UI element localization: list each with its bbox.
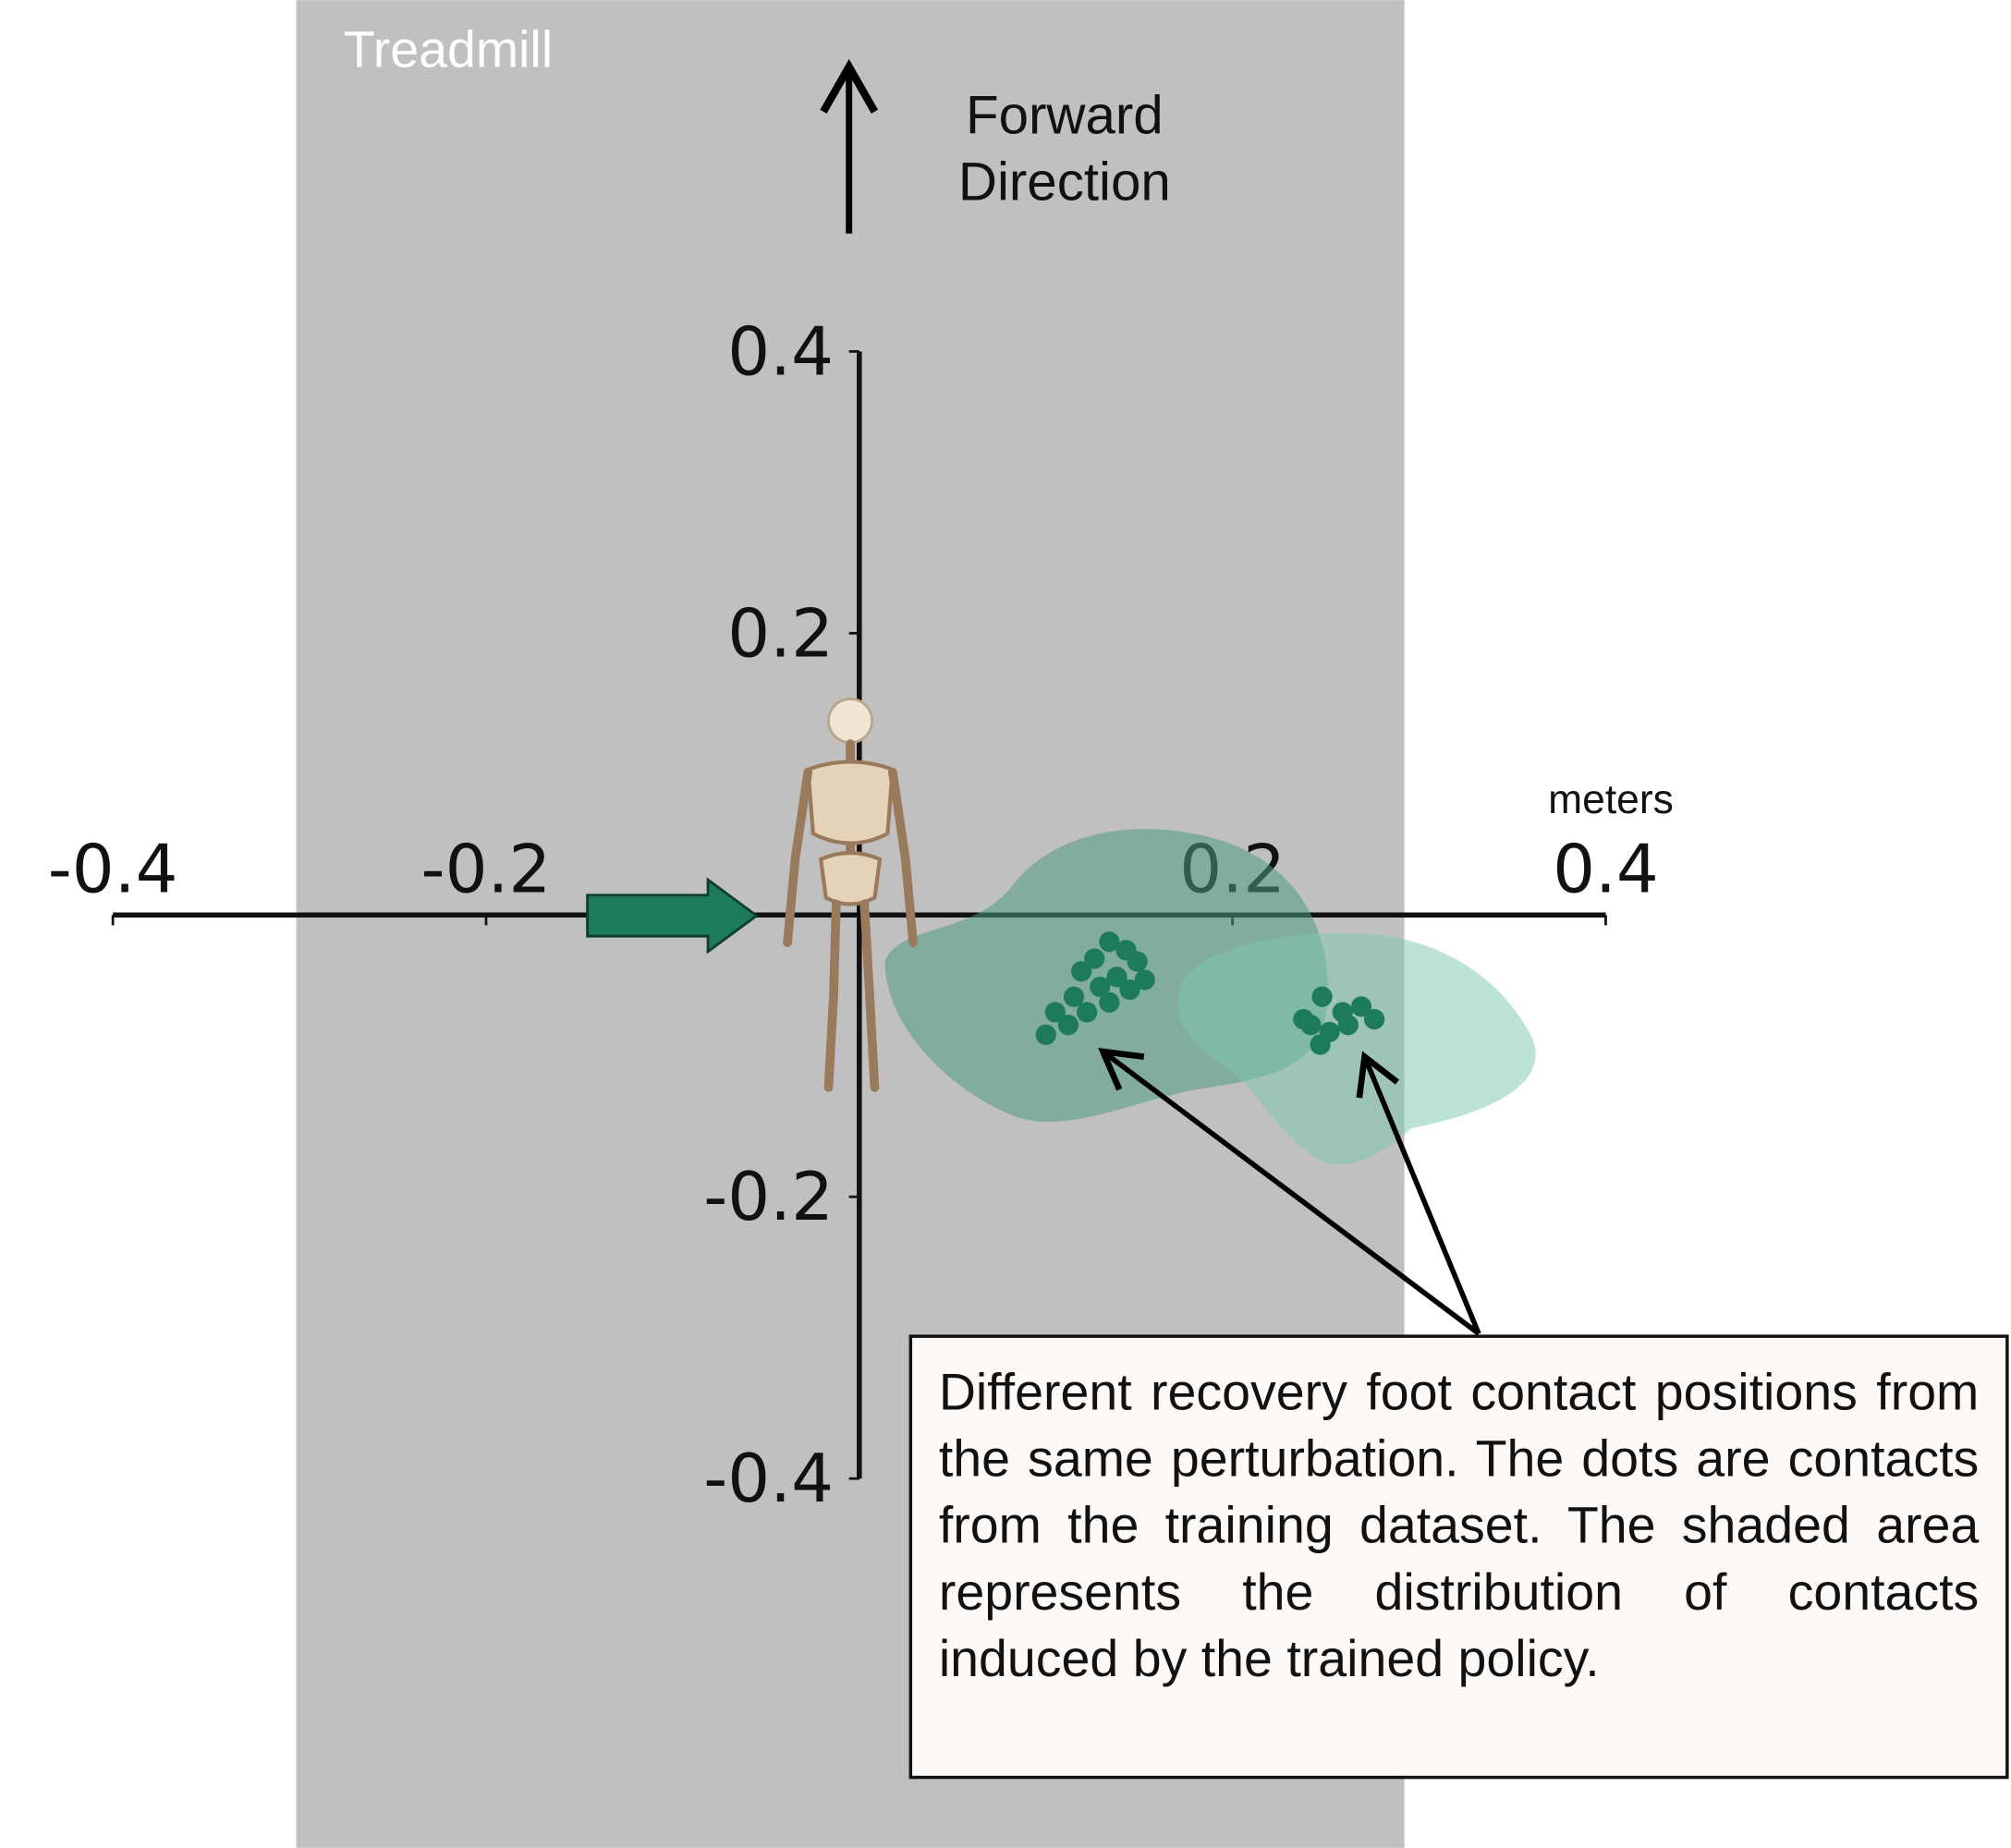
note-box	[908, 1334, 2009, 1780]
treadmill-label: Treadmill	[344, 20, 553, 78]
contact-dot	[1057, 1015, 1079, 1036]
contact-dot	[1127, 951, 1148, 972]
skeleton	[783, 698, 918, 1092]
contact-dot	[1063, 986, 1085, 1007]
y-tick-label: -0.4	[703, 1441, 834, 1518]
unit-label: meters	[1548, 777, 1674, 822]
contact-dot	[1106, 967, 1127, 988]
y-tick-label: 0.2	[727, 595, 834, 673]
contact-distribution	[1177, 932, 1536, 1165]
contact-dot	[1337, 1015, 1359, 1036]
contact-dot	[1134, 969, 1155, 991]
direction-label: Direction	[958, 152, 1171, 213]
contact-dot	[1035, 1024, 1056, 1045]
y-tick-label: 0.4	[727, 313, 834, 391]
note-text: Different recovery foot contact position…	[938, 1364, 1980, 1688]
contact-dot	[1077, 1002, 1098, 1023]
contact-dot	[1099, 991, 1120, 1013]
direction-label: Forward	[966, 85, 1164, 145]
contact-dot	[1310, 1034, 1331, 1055]
x-tick-label: -0.2	[421, 831, 552, 908]
contact-dot	[1363, 1009, 1385, 1030]
contact-dot	[1070, 961, 1092, 982]
callout-arrow	[1098, 1048, 1481, 1336]
contact-dot	[1044, 1002, 1066, 1023]
contact-dot	[1119, 979, 1140, 1001]
y-tick-label: -0.2	[703, 1159, 834, 1236]
contact-dot	[1293, 1009, 1314, 1030]
contact-dot	[1311, 986, 1333, 1007]
perturbation-arrow	[586, 877, 760, 954]
contact-dot	[1090, 976, 1111, 998]
contact-dot	[1084, 948, 1105, 969]
contact-dot	[1099, 931, 1120, 953]
contact-dot	[1350, 996, 1372, 1017]
note-container: Different recovery foot contact position…	[938, 1364, 1980, 1688]
x-tick-label: -0.4	[48, 831, 178, 908]
dots	[1035, 931, 1385, 1055]
x-tick-label: 0.4	[1553, 831, 1659, 908]
callout-arrow	[1356, 1051, 1481, 1335]
